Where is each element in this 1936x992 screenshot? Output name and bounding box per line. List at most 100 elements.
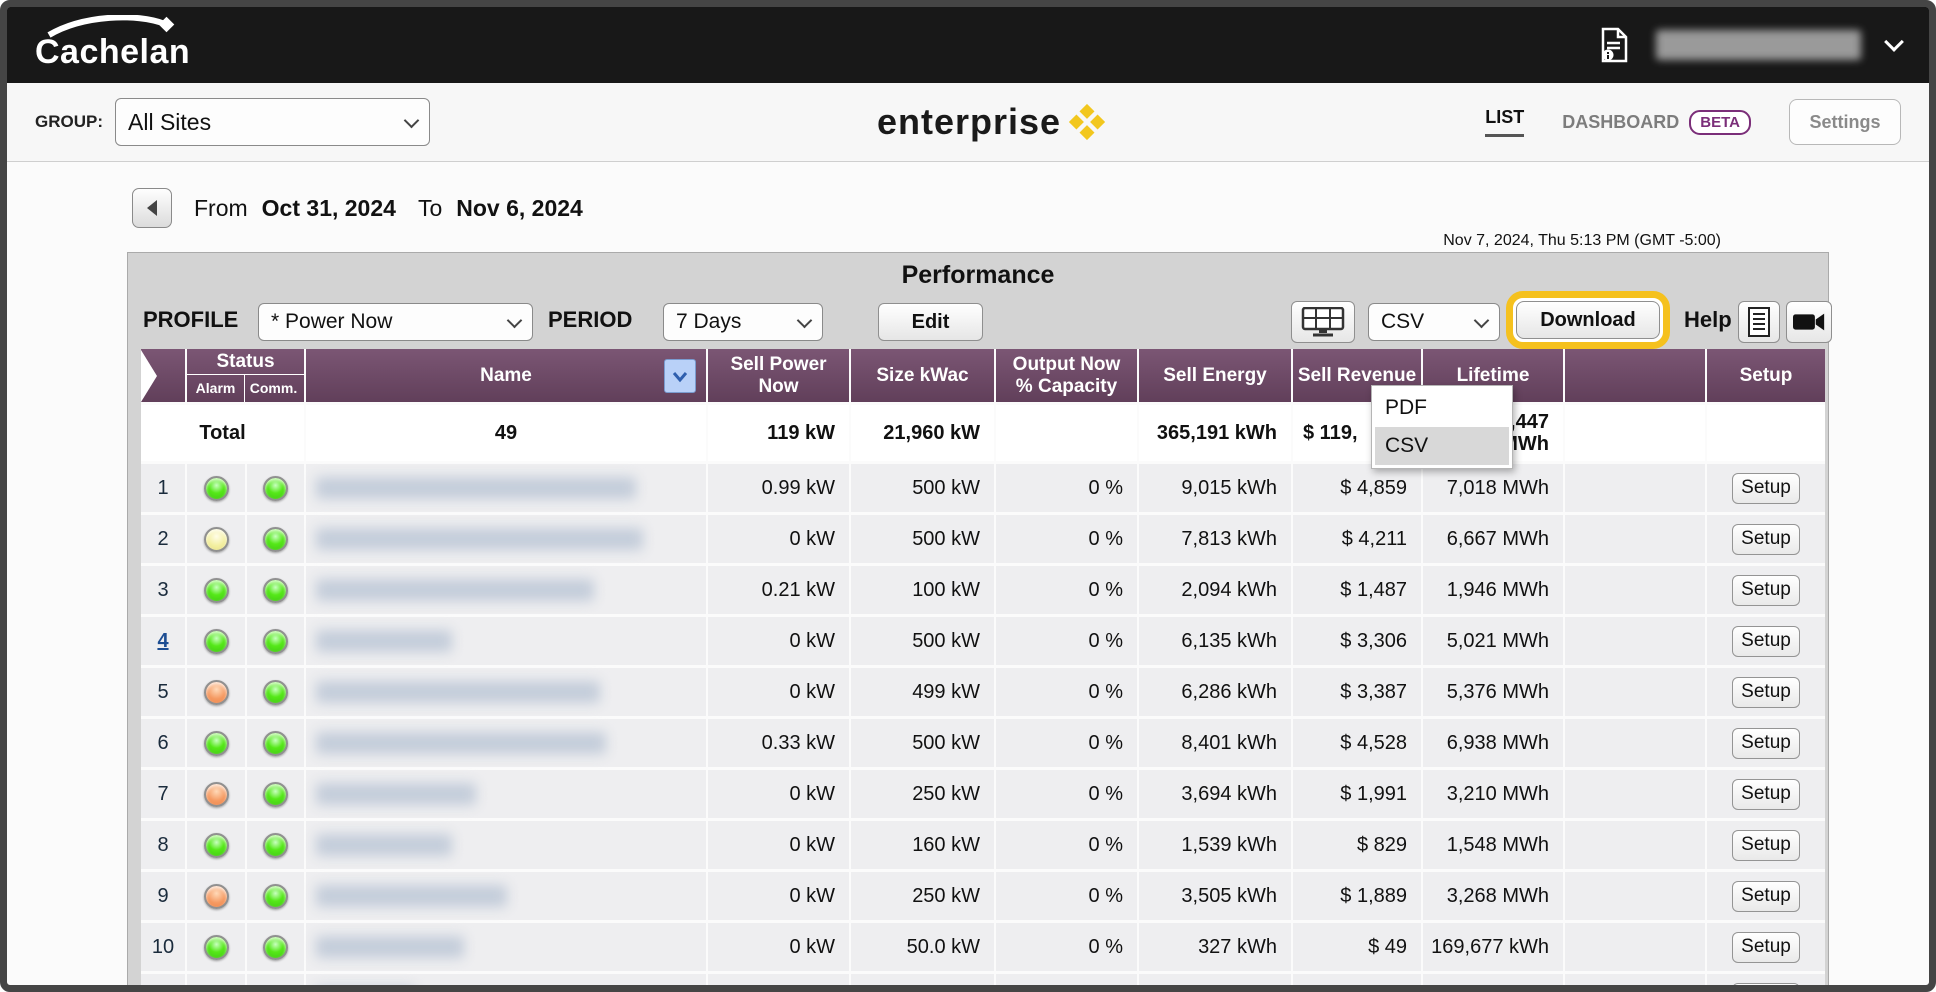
lifetime-value: 3,210 MWh — [1423, 770, 1563, 818]
output-value: 0 % — [996, 566, 1137, 614]
comm-status-cell — [247, 923, 304, 971]
report-info-icon[interactable] — [1598, 27, 1630, 63]
from-date[interactable]: Oct 31, 2024 — [261, 194, 396, 221]
name-sort-button[interactable] — [664, 359, 696, 393]
setup-button[interactable]: Setup — [1732, 574, 1800, 606]
site-name-blurred[interactable] — [306, 872, 706, 920]
account-chevron-down-icon[interactable] — [1884, 32, 1904, 52]
site-name-blurred[interactable] — [306, 821, 706, 869]
site-name-blurred[interactable] — [306, 770, 706, 818]
setup-cell: Setup — [1707, 821, 1825, 869]
blurred-name-block — [316, 783, 476, 805]
comm-status-cell — [247, 617, 304, 665]
comm-status-cell — [247, 872, 304, 920]
output-value: 0 % — [996, 719, 1137, 767]
site-name-blurred[interactable] — [306, 719, 706, 767]
total-spacer — [1565, 405, 1705, 461]
setup-button[interactable]: Setup — [1732, 676, 1800, 708]
alarm-status-cell — [187, 668, 245, 716]
spacer-cell — [1565, 464, 1705, 512]
setup-cell: Setup — [1707, 617, 1825, 665]
comm-status-cell — [247, 974, 304, 992]
dropdown-option-csv[interactable]: CSV — [1375, 427, 1509, 465]
comm-green-dot — [263, 679, 288, 705]
sell-energy-header: Sell Energy — [1139, 349, 1291, 402]
output-value: 0 % — [996, 821, 1137, 869]
row-number: 7 — [141, 770, 185, 818]
setup-button[interactable]: Setup — [1732, 982, 1800, 985]
sell-power-value: 0 kW — [708, 515, 849, 563]
help-document-button[interactable] — [1738, 301, 1780, 343]
alarm-status-cell — [187, 719, 245, 767]
back-arrow-icon — [147, 200, 157, 216]
previous-period-button[interactable] — [132, 188, 172, 228]
download-button[interactable]: Download — [1516, 301, 1660, 339]
profile-select[interactable]: * Power Now — [258, 303, 533, 341]
sell-revenue-value: $ 4,859 — [1293, 464, 1421, 512]
setup-button[interactable]: Setup — [1732, 727, 1800, 759]
site-name-blurred[interactable] — [306, 464, 706, 512]
alarm-status-cell — [187, 923, 245, 971]
alarm-green-dot — [203, 475, 229, 501]
site-name-blurred[interactable] — [306, 974, 706, 985]
sell-revenue-value: $ 1,889 — [1293, 872, 1421, 920]
setup-button[interactable]: Setup — [1732, 625, 1800, 657]
setup-button[interactable]: Setup — [1732, 472, 1800, 504]
sell-energy-value: 8,401 kWh — [1139, 719, 1291, 767]
total-energy: 365,191 kWh — [1139, 405, 1291, 461]
setup-button[interactable]: Setup — [1732, 931, 1800, 963]
table-row: 10 0 kW 50.0 kW 0 % 327 kWh $ 49 169,677 kWh Se… — [141, 923, 1825, 971]
size-value: 250 kW — [851, 872, 994, 920]
alarm-status-cell — [187, 974, 245, 985]
setup-button[interactable]: Setup — [1732, 829, 1800, 861]
site-name-blurred[interactable] — [306, 668, 706, 716]
download-format-select[interactable]: CSV — [1368, 303, 1500, 341]
sell-revenue-value: $ 3,387 — [1293, 668, 1421, 716]
site-name-blurred[interactable] — [306, 923, 706, 971]
help-video-button[interactable] — [1786, 301, 1832, 343]
edit-button[interactable]: Edit — [878, 303, 983, 341]
lifetime-value: 1,548 MWh — [1423, 821, 1563, 869]
sell-power-value: 0.33 kW — [708, 719, 849, 767]
setup-button[interactable]: Setup — [1732, 523, 1800, 555]
settings-button[interactable]: Settings — [1789, 99, 1901, 145]
size-value: 500 kW — [851, 464, 994, 512]
table-row: 2 0 kW 500 kW 0 % 7,813 kWh $ 4,211 6,667 MWh S… — [141, 515, 1825, 563]
to-date[interactable]: Nov 6, 2024 — [456, 194, 583, 221]
account-name-blurred[interactable] — [1656, 30, 1861, 60]
site-name-blurred[interactable] — [306, 515, 706, 563]
setup-button[interactable]: Setup — [1732, 778, 1800, 810]
table-view-button[interactable] — [1291, 301, 1355, 343]
cachelan-logo: Cachelan — [35, 14, 190, 72]
output-value: 0 % — [996, 872, 1137, 920]
table-row: 1 0.99 kW 500 kW 0 % 9,015 kWh $ 4,859 7,018 M… — [141, 464, 1825, 512]
status-header: Status Alarm Comm. — [187, 349, 304, 402]
blurred-name-block — [316, 834, 452, 856]
site-name-blurred[interactable] — [306, 617, 706, 665]
profile-select-value: * Power Now — [271, 310, 393, 333]
lifetime-value: 3,268 MWh — [1423, 872, 1563, 920]
comm-green-dot — [263, 883, 288, 909]
beta-badge: BETA — [1689, 109, 1751, 135]
toolbar: PROFILE * Power Now PERIOD 7 Days Edit — [128, 291, 1832, 469]
setup-button[interactable]: Setup — [1732, 880, 1800, 912]
sell-energy-value: 9,015 kWh — [1139, 464, 1291, 512]
sell-revenue-value: $ 829 — [1293, 821, 1421, 869]
lifetime-value: 5,021 MWh — [1423, 617, 1563, 665]
site-name-blurred[interactable] — [306, 566, 706, 614]
top-bar: Cachelan — [7, 7, 1929, 83]
period-select[interactable]: 7 Days — [663, 303, 823, 341]
table-row: 6 0.33 kW 500 kW 0 % 8,401 kWh $ 4,528 6,938 M… — [141, 719, 1825, 767]
alarm-green-dot — [203, 628, 229, 654]
diamond-cluster-icon — [1069, 104, 1106, 140]
dropdown-option-pdf[interactable]: PDF — [1385, 396, 1427, 419]
comm-green-dot — [263, 986, 288, 992]
tab-dashboard[interactable]: DASHBOARD BETA — [1562, 109, 1751, 135]
alarm-header: Alarm — [187, 375, 245, 402]
group-select[interactable]: All Sites — [115, 98, 430, 146]
spacer-cell — [1565, 770, 1705, 818]
tab-list[interactable]: LIST — [1485, 107, 1525, 137]
table-header-row: Status Alarm Comm. Name Sell Power Now — [141, 349, 1825, 402]
alarm-status-cell — [187, 617, 245, 665]
row-number[interactable]: 4 — [141, 617, 185, 665]
